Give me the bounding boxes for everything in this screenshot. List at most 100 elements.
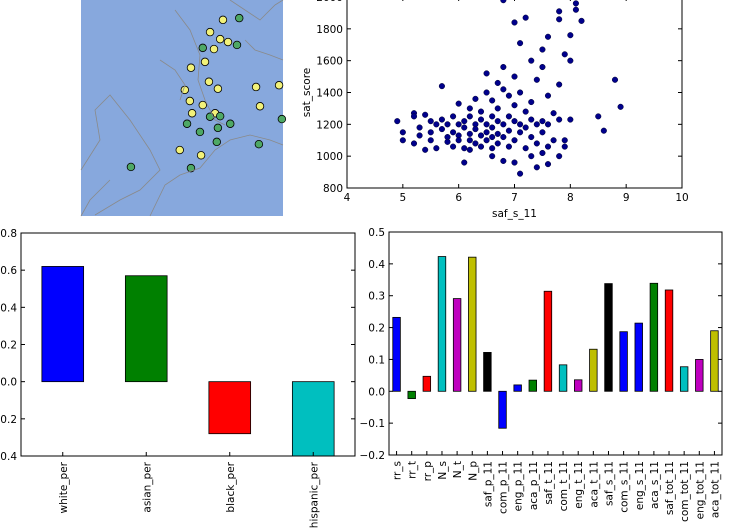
point [533,121,540,128]
plot-frame [388,231,723,456]
point [461,124,468,131]
map-point [187,109,197,118]
point [500,121,507,128]
bar [513,384,522,392]
point [433,145,440,152]
map-point [198,100,207,110]
point [438,126,445,133]
point [522,145,529,152]
y-tick-label: 0.4 [0,302,17,314]
map-point [126,162,136,172]
point [617,103,624,110]
point [466,113,473,120]
point [567,32,574,39]
point [572,0,579,7]
point [511,73,518,80]
y-axis-label: sat_score [301,68,313,118]
bar [574,379,583,392]
point [455,121,462,128]
point [533,140,540,147]
point [410,140,418,147]
point [528,99,535,106]
map-point [215,111,225,121]
map-point [175,145,184,155]
map-point [223,37,233,47]
point [505,143,512,150]
point [494,130,501,137]
map-point [255,102,265,111]
x-tick-label: 10 [675,192,688,204]
x-tick-label: saf_s_11 [603,461,615,506]
point [517,129,524,136]
x-tick-label: saf_p_11 [482,461,494,507]
point [494,79,501,86]
bar [543,290,553,392]
point [410,113,418,120]
bar [483,352,492,392]
point [567,116,574,123]
point [539,46,546,53]
point [422,111,429,118]
map-point [212,137,221,147]
bar [392,316,401,392]
point [444,138,451,145]
point [544,121,552,128]
point [494,105,501,112]
point [483,121,490,128]
point [556,16,563,23]
bar [649,282,659,392]
point [489,97,496,104]
y-tick-label: 0.8 [0,228,17,240]
point [477,143,485,150]
point [399,129,406,136]
point [438,83,445,90]
bar [634,322,643,392]
point [422,146,429,153]
x-tick-label: aca_s_11 [649,461,661,509]
y-tick-label: 0.2 [368,323,385,335]
x-tick-label: com_p_11 [498,461,510,514]
x-tick-label: eng_p_11 [513,461,525,511]
y-tick-label: 0.1 [368,354,385,366]
point [472,95,479,102]
point [556,81,563,88]
map-point [251,82,261,92]
point [399,137,406,144]
bar [604,283,613,392]
point [455,100,462,107]
x-tick-label: com_tot_11 [679,461,691,522]
point [489,145,496,152]
map-point [198,43,207,53]
bar [710,330,719,392]
bar [422,375,432,392]
x-tick-label: N_s [437,461,449,480]
bar [124,275,168,383]
point [528,57,535,64]
point [505,127,512,134]
point [505,113,512,120]
point [517,170,524,177]
map-point [226,119,235,128]
point [600,127,607,134]
point [500,157,507,164]
bar [291,381,335,457]
point [461,145,468,152]
x-tick-label: saf_tot_11 [664,461,676,515]
bar [208,381,252,435]
point [500,134,507,141]
y-tick-label: −0.2 [0,414,17,426]
y-tick-label: 0.4 [368,259,385,271]
point [461,159,468,166]
point [517,40,524,47]
map-point [277,114,287,124]
x-tick-label: rr_p [422,461,434,482]
bar [589,348,598,392]
point [394,118,401,125]
map-point [274,81,284,90]
map-point [196,151,206,160]
map-point [186,163,196,173]
x-tick-label: N_p [467,461,479,481]
y-tick-label: 0.0 [0,377,17,389]
point [450,143,457,150]
point [450,129,457,136]
